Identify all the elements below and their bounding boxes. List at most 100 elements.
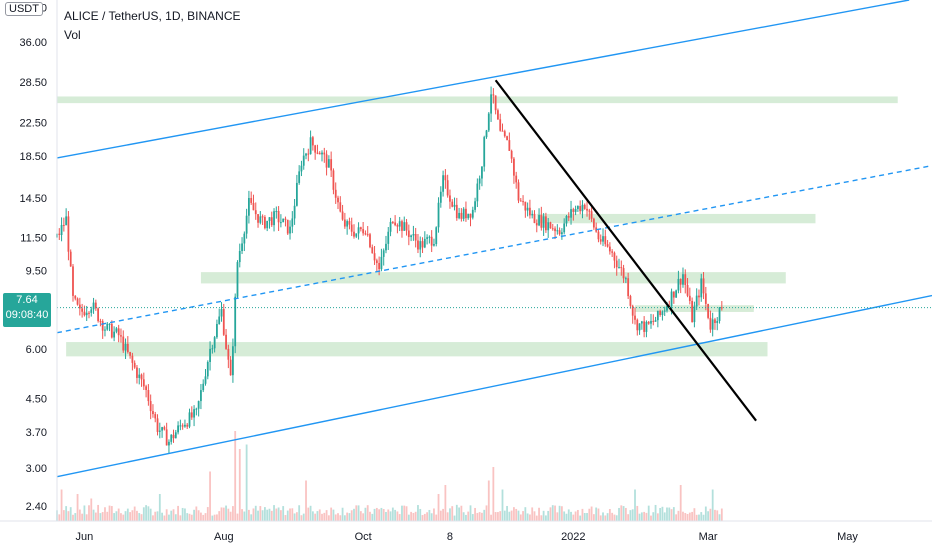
candle-body — [618, 267, 620, 269]
candle-body — [465, 208, 467, 219]
candle-body — [391, 221, 394, 223]
candle-body — [327, 159, 330, 168]
x-axis: Jun Aug Oct 8 2022 Mar May — [76, 531, 859, 543]
candle-body — [101, 321, 104, 331]
candle-body — [558, 230, 561, 235]
candle-body — [682, 274, 684, 285]
candle-body — [108, 323, 111, 325]
candle-body — [716, 320, 719, 324]
candle-body — [200, 390, 202, 402]
volume-bar — [659, 507, 662, 521]
candle-body — [446, 180, 449, 196]
candle-body — [588, 210, 591, 212]
candle-body — [526, 207, 529, 211]
volume-bar — [177, 505, 179, 521]
candle-body — [293, 205, 296, 219]
volume-bar — [323, 512, 326, 521]
volume-bar — [401, 505, 403, 521]
volume-bars — [56, 431, 723, 521]
volume-bar — [686, 513, 689, 521]
volume-bar — [451, 506, 454, 521]
zone-rect — [536, 213, 816, 224]
candle-body — [359, 227, 362, 230]
volume-indicator-label[interactable]: Vol — [64, 28, 81, 42]
candle-body — [62, 224, 65, 226]
volume-bar — [419, 508, 422, 521]
candle-body — [686, 284, 689, 296]
candle-body — [410, 235, 413, 238]
candlesticks — [56, 86, 723, 454]
volume-bar — [531, 507, 534, 521]
candle-body — [190, 412, 193, 418]
candle-body — [193, 409, 195, 418]
candle-body — [563, 223, 566, 233]
candle-body — [227, 348, 230, 360]
volume-bar — [661, 506, 664, 521]
candle-body — [236, 262, 239, 297]
candle-body — [357, 227, 360, 234]
candle-body — [704, 293, 707, 304]
volume-bar — [444, 485, 447, 521]
volume-bar — [101, 512, 104, 521]
candle-body — [330, 159, 333, 171]
volume-bar — [467, 511, 470, 521]
volume-bar — [339, 515, 342, 521]
y-tick-label: 2.40 — [26, 501, 47, 513]
volume-bar — [330, 507, 333, 521]
volume-bar — [229, 511, 232, 521]
candle-body — [666, 306, 668, 311]
volume-bar — [620, 505, 623, 521]
volume-bar — [261, 510, 264, 521]
candle-body — [453, 204, 456, 207]
volume-bar — [693, 508, 696, 521]
candle-body — [688, 295, 691, 301]
volume-bar — [442, 508, 444, 521]
candle-body — [136, 367, 138, 378]
candle-body — [624, 278, 627, 280]
candle-body — [341, 211, 344, 220]
volume-bar — [257, 510, 259, 521]
volume-bar — [510, 510, 513, 521]
candle-body — [124, 343, 127, 351]
candle-body — [570, 209, 572, 218]
candle-body — [401, 221, 403, 231]
volume-bar — [684, 512, 687, 521]
candle-body — [522, 201, 524, 203]
volume-bar — [414, 511, 417, 521]
symbol-title[interactable]: ALICE / TetherUS, 1D, BINANCE — [64, 9, 241, 23]
candle-body — [540, 215, 543, 228]
volume-bar — [81, 513, 84, 521]
x-tick-label: 8 — [447, 531, 453, 543]
volume-bar — [369, 511, 371, 521]
candle-body — [421, 241, 424, 248]
volume-bar — [300, 515, 303, 521]
volume-bar — [357, 505, 360, 521]
volume-bar — [645, 512, 648, 521]
volume-bar — [640, 512, 643, 521]
volume-bar — [629, 510, 632, 521]
volume-bar — [286, 510, 289, 521]
volume-bar — [396, 511, 399, 521]
candle-body — [698, 295, 700, 298]
volume-bar — [163, 515, 166, 521]
candle-body — [638, 323, 641, 331]
volume-bar — [282, 506, 285, 521]
candle-body — [492, 94, 495, 96]
volume-bar — [311, 511, 314, 521]
volume-bar — [718, 514, 721, 521]
candle-body — [490, 94, 492, 114]
volume-bar — [389, 511, 392, 521]
candle-body — [430, 236, 433, 246]
candle-body — [659, 310, 662, 315]
candle-body — [257, 214, 259, 223]
volume-bar — [508, 511, 511, 521]
last-price-tag: 7.64 09:08:40 — [3, 293, 51, 327]
candle-body — [535, 223, 538, 226]
volume-bar — [449, 508, 451, 521]
candle-body — [78, 304, 81, 309]
candle-body — [209, 348, 211, 363]
currency-button[interactable]: USDT — [5, 2, 43, 16]
candle-body — [565, 216, 568, 224]
candle-body — [423, 238, 426, 248]
